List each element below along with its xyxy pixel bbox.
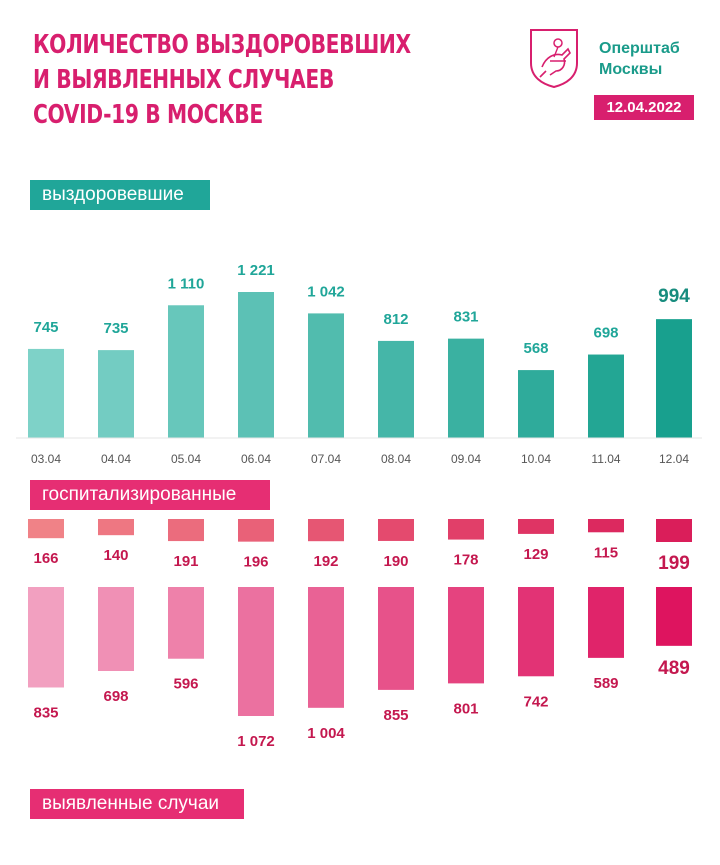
hospitalized-value-label: 190 [383,553,408,570]
cases-bar [28,587,64,688]
date-tick-label: 11.04 [591,452,620,466]
hospitalized-value-label: 115 [594,544,618,561]
brand-line-2: Москвы [599,61,663,78]
cases-value-label: 589 [593,675,618,692]
recovered-bar [238,292,274,438]
recovered-value-label: 812 [383,311,408,328]
recovered-value-label: 831 [453,309,478,326]
recovered-value-label: 568 [523,340,548,357]
cases-bar [308,587,344,708]
recovered-bar [448,338,484,438]
cases-bar [98,587,134,671]
hospitalized-bar [98,519,134,536]
hospitalized-value-label: 140 [103,547,128,564]
recovered-value-label: 735 [103,320,128,337]
recovered-value-label: 745 [33,319,58,336]
hospitalized-bar [308,519,344,542]
cases-bar [238,587,274,716]
date-tick-label: 06.04 [241,452,271,466]
title-line-3: COVID-19 В МОСКВЕ [33,100,263,130]
recovered-bar [168,305,204,438]
moscow-coat-of-arms-icon [530,29,578,89]
date-tick-label: 05.04 [171,452,201,466]
recovered-bar [28,348,64,438]
cases-value-label: 742 [523,693,548,710]
hospitalized-value-label: 129 [523,546,548,563]
hospitalized-value-label: 192 [313,553,338,570]
hospitalized-value-label: 191 [173,553,198,570]
hospitalized-bar [588,519,624,533]
hospitalized-value-label: 196 [243,554,268,571]
date-tick-label: 12.04 [659,452,689,466]
cases-value-label: 1 004 [307,725,345,742]
cases-value-label: 596 [173,676,198,693]
hospitalized-bar [518,519,554,534]
page-title: КОЛИЧЕСТВО ВЫЗДОРОВЕВШИХ И ВЫЯВЛЕННЫХ СЛ… [33,28,411,133]
recovered-bar [378,340,414,438]
hospitalized-bar [238,519,274,542]
recovered-label: выздоровевшие [30,180,210,210]
recovered-value-label: 1 221 [237,262,275,279]
hospitalized-bar [378,519,414,541]
recovered-bar [656,319,692,438]
hospitalized-value-label: 166 [33,550,58,567]
cases-value-label: 855 [383,707,408,724]
cases-value-label: 1 072 [237,733,275,750]
recovered-bar [308,313,344,438]
cases-label: выявленные случаи [30,789,244,819]
hospitalized-value-label: 199 [658,553,690,574]
date-tick-label: 09.04 [451,452,481,466]
hospitalized-bar [448,519,484,540]
recovered-value-label: 994 [658,286,690,307]
recovered-value-label: 698 [593,325,618,342]
recovered-bar [98,350,134,438]
hospitalized-label: госпитализированные [30,480,270,510]
title-line-1: КОЛИЧЕСТВО ВЫЗДОРОВЕВШИХ [33,30,411,60]
recovered-value-label: 1 042 [307,283,345,300]
hospitalized-value-label: 178 [453,552,478,569]
cases-bar [518,587,554,677]
cases-value-label: 489 [658,658,690,679]
recovered-bar [518,370,554,438]
date-tick-label: 07.04 [311,452,341,466]
cases-value-label: 698 [103,688,128,705]
date-tick-label: 03.04 [31,452,61,466]
cases-bar [168,587,204,659]
cases-value-label: 801 [453,700,478,717]
cases-bar [656,587,692,646]
date-tick-label: 04.04 [101,452,131,466]
recovered-value-label: 1 110 [168,275,205,292]
cases-value-label: 835 [33,704,58,721]
cases-bar [378,587,414,690]
date-tick-label: 08.04 [381,452,411,466]
hospitalized-bar [168,519,204,542]
date-badge: 12.04.2022 [594,95,694,120]
title-line-2: И ВЫЯВЛЕННЫХ СЛУЧАЕВ [33,65,334,95]
brand-name: Оперштаб Москвы [599,38,680,80]
cases-bar [448,587,484,684]
date-tick-label: 10.04 [521,452,551,466]
cases-bar [588,587,624,658]
brand-line-1: Оперштаб [599,40,680,57]
recovered-bar [588,354,624,438]
hospitalized-bar [28,519,64,539]
hospitalized-bar [656,519,692,542]
